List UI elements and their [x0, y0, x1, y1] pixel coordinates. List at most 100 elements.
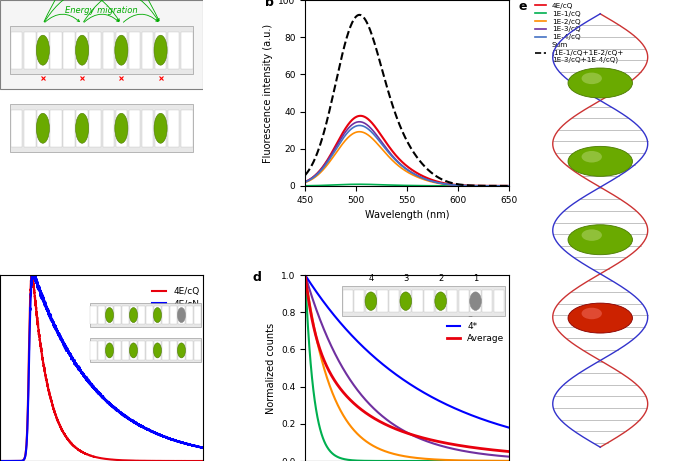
Bar [11, 32, 23, 69]
3* [421, 438, 429, 443]
Text: 4: 4 [369, 273, 373, 283]
Ellipse shape [177, 343, 186, 358]
3* [437, 443, 445, 449]
1* [301, 272, 310, 278]
Bar [186, 341, 193, 360]
Bar [114, 306, 121, 324]
Bar [436, 290, 446, 313]
Bar [178, 341, 185, 360]
Bar [482, 290, 493, 313]
Bar [168, 110, 179, 147]
Line: Average: Average [306, 275, 509, 451]
Bar [11, 110, 23, 147]
Bar [181, 110, 192, 147]
Bar [138, 341, 145, 360]
Average [353, 404, 362, 409]
Bar [424, 290, 434, 313]
Ellipse shape [365, 292, 377, 310]
Bar [342, 286, 505, 316]
Bar [129, 110, 140, 147]
Ellipse shape [568, 225, 632, 254]
Bar [130, 306, 137, 324]
Bar [50, 32, 62, 69]
Ellipse shape [582, 73, 602, 84]
Bar [76, 110, 88, 147]
Bar [122, 341, 129, 360]
Ellipse shape [105, 343, 114, 358]
Bar [50, 110, 62, 147]
1* [454, 458, 462, 461]
Bar [63, 32, 75, 69]
1* [421, 458, 429, 461]
Ellipse shape [582, 151, 602, 163]
Ellipse shape [36, 35, 49, 65]
4* [301, 272, 310, 278]
Average [437, 439, 445, 445]
Average [454, 443, 462, 448]
Bar [170, 341, 177, 360]
Text: 3: 3 [403, 273, 408, 283]
2* [437, 457, 445, 461]
Bar [90, 303, 201, 327]
Bar [24, 110, 36, 147]
2* [337, 409, 345, 414]
Line: 4*: 4* [306, 275, 509, 427]
Bar [194, 341, 201, 360]
Text: 1: 1 [473, 273, 478, 283]
4* [454, 407, 462, 413]
Bar [122, 306, 129, 324]
Bar [142, 32, 153, 69]
4* [337, 321, 345, 326]
Ellipse shape [568, 68, 632, 98]
FancyArrowPatch shape [123, 14, 158, 22]
Line: 1*: 1* [306, 275, 509, 461]
Average [337, 387, 345, 392]
Bar [146, 306, 153, 324]
Bar [366, 290, 376, 313]
Legend: 4E/cQ, 4E/cN: 4E/cQ, 4E/cN [149, 284, 203, 312]
Bar [103, 32, 114, 69]
Bar [116, 110, 127, 147]
Bar [401, 290, 411, 313]
Bar [63, 110, 75, 147]
3* [353, 387, 362, 393]
3* [337, 362, 345, 368]
2* [454, 458, 462, 461]
3* [454, 447, 462, 453]
Ellipse shape [582, 308, 602, 319]
Ellipse shape [568, 303, 632, 333]
2* [353, 431, 362, 437]
2* [301, 272, 310, 278]
Bar [138, 306, 145, 324]
Bar [10, 104, 193, 153]
Bar [106, 341, 113, 360]
Bar [155, 32, 166, 69]
Average [393, 427, 401, 432]
Ellipse shape [129, 307, 138, 323]
4* [437, 399, 445, 405]
Bar [106, 306, 113, 324]
Bar [412, 290, 423, 313]
Bar [354, 290, 364, 313]
Ellipse shape [75, 113, 88, 143]
Ellipse shape [129, 343, 138, 358]
Bar [98, 306, 105, 324]
Ellipse shape [36, 113, 49, 143]
4* [393, 372, 401, 378]
Bar [90, 341, 97, 360]
Bar [98, 341, 105, 360]
Ellipse shape [153, 307, 162, 323]
Text: 2: 2 [438, 273, 443, 283]
Bar [90, 338, 201, 362]
Bar [342, 290, 353, 313]
Bar [24, 32, 36, 69]
Bar [130, 341, 137, 360]
Ellipse shape [154, 35, 167, 65]
Bar [0, 0, 203, 89]
1* [505, 458, 513, 461]
Bar [162, 341, 169, 360]
Bar [90, 32, 101, 69]
FancyArrowPatch shape [45, 14, 79, 22]
Bar [447, 290, 458, 313]
1* [437, 458, 445, 461]
